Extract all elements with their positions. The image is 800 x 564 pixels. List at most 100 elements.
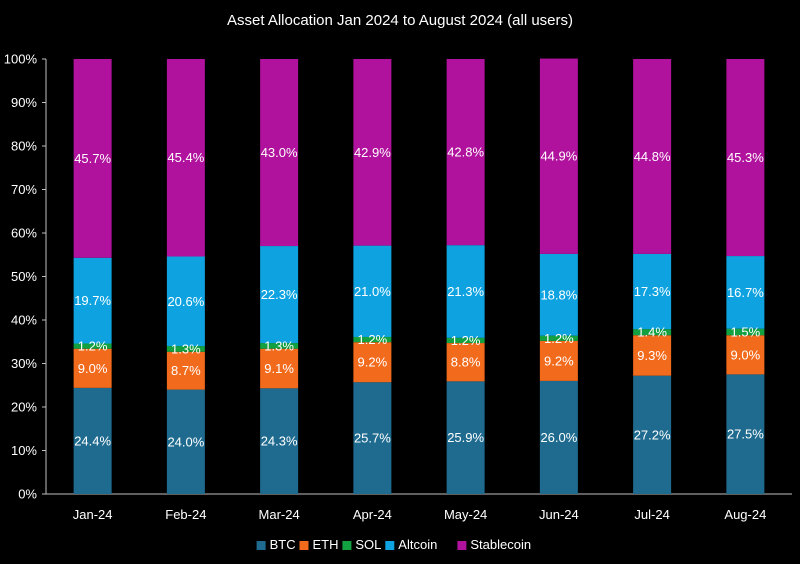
- bar-segment-sol: [539, 335, 578, 341]
- bar-segment-btc: [260, 388, 299, 494]
- legend-swatch-btc: [256, 541, 266, 550]
- x-tick-label: Feb-24: [165, 507, 206, 522]
- bars: [73, 58, 765, 494]
- data-label-btc: 25.7%: [354, 431, 391, 446]
- data-label-sol: 1.4%: [637, 325, 667, 340]
- legend-swatch-altcoin: [385, 541, 395, 550]
- bar-segment-stablecoin: [353, 59, 392, 246]
- bar-segment-sol: [73, 343, 112, 349]
- data-label-sol: 1.3%: [171, 341, 201, 356]
- x-tick-label: Apr-24: [353, 507, 392, 522]
- bar-segment-eth: [73, 348, 112, 388]
- data-label-eth: 9.0%: [731, 347, 761, 362]
- data-label-eth: 9.2%: [358, 355, 388, 370]
- legend-label-eth: ETH: [313, 537, 339, 552]
- data-label-altcoin: 22.3%: [261, 287, 298, 302]
- data-label-eth: 9.0%: [78, 361, 108, 376]
- bar-segment-stablecoin: [446, 59, 485, 246]
- y-tick-label: 40%: [11, 313, 37, 328]
- data-label-eth: 8.7%: [171, 363, 201, 378]
- data-label-altcoin: 19.7%: [74, 293, 111, 308]
- data-label-stablecoin: 44.8%: [634, 149, 671, 164]
- data-label-eth: 8.8%: [451, 355, 481, 370]
- data-label-altcoin: 21.0%: [354, 284, 391, 299]
- data-label-btc: 26.0%: [540, 430, 577, 445]
- bar-segment-stablecoin: [73, 59, 112, 258]
- x-tick-label: Jul-24: [634, 507, 669, 522]
- y-tick-label: 60%: [11, 226, 37, 241]
- data-label-sol: 1.5%: [731, 324, 761, 339]
- data-label-btc: 24.4%: [74, 433, 111, 448]
- data-label-btc: 25.9%: [447, 430, 484, 445]
- bar-segment-stablecoin: [726, 59, 765, 257]
- bar-segment-btc: [353, 382, 392, 494]
- y-tick-label: 20%: [11, 400, 37, 415]
- bar-segment-sol: [633, 329, 672, 336]
- data-label-sol: 1.2%: [451, 333, 481, 348]
- y-tick-label: 10%: [11, 443, 37, 458]
- legend-swatch-eth: [299, 541, 309, 550]
- y-tick-label: 90%: [11, 95, 37, 110]
- data-label-btc: 27.5%: [727, 427, 764, 442]
- y-tick-label: 100%: [4, 52, 38, 67]
- bar-segment-altcoin: [73, 257, 112, 344]
- data-label-altcoin: 17.3%: [634, 284, 671, 299]
- x-tick-label: Aug-24: [724, 507, 766, 522]
- data-label-stablecoin: 45.4%: [167, 150, 204, 165]
- bar-segment-eth: [539, 340, 578, 381]
- legend-label-altcoin: Altcoin: [398, 537, 437, 552]
- chart-title: Asset Allocation Jan 2024 to August 2024…: [227, 12, 573, 29]
- x-tick-label: Jun-24: [539, 507, 579, 522]
- x-tick-label: May-24: [444, 507, 487, 522]
- y-axis: 0% 10% 20% 30% 40% 50% 60% 70% 80% 90% 100%: [4, 52, 47, 502]
- bar-segment-btc: [73, 387, 112, 494]
- bar-segment-sol: [166, 346, 205, 352]
- data-label-btc: 24.0%: [167, 434, 204, 449]
- data-label-altcoin: 16.7%: [727, 285, 764, 300]
- bar-segment-btc: [633, 375, 672, 494]
- x-tick-label: Jan-24: [73, 507, 113, 522]
- data-label-sol: 1.3%: [264, 338, 294, 353]
- bar-segment-altcoin: [260, 246, 299, 344]
- data-label-stablecoin: 42.9%: [354, 145, 391, 160]
- data-label-eth: 9.3%: [637, 348, 667, 363]
- data-label-sol: 1.2%: [358, 332, 388, 347]
- data-label-stablecoin: 45.3%: [727, 150, 764, 165]
- bar-segment-altcoin: [633, 253, 672, 330]
- bar-segment-eth: [353, 342, 392, 383]
- bar-segment-stablecoin: [260, 59, 299, 247]
- y-tick-label: 70%: [11, 182, 37, 197]
- bar-segment-altcoin: [166, 256, 205, 347]
- data-label-altcoin: 20.6%: [167, 294, 204, 309]
- bar-segment-eth: [166, 351, 205, 390]
- bar-segment-stablecoin: [633, 59, 672, 254]
- bar-segment-sol: [446, 337, 485, 344]
- bar-segment-sol: [726, 328, 765, 336]
- data-label-sol: 1.2%: [544, 331, 574, 346]
- bar-segment-eth: [446, 343, 485, 382]
- bar-segment-altcoin: [353, 245, 392, 337]
- legend-swatch-stablecoin: [457, 541, 467, 550]
- bar-segment-eth: [260, 348, 299, 389]
- y-tick-label: 0%: [18, 487, 37, 502]
- data-label-eth: 9.1%: [264, 361, 294, 376]
- data-label-sol: 1.2%: [78, 339, 108, 354]
- data-label-stablecoin: 45.7%: [74, 151, 111, 166]
- legend-label-sol: SOL: [355, 537, 381, 552]
- x-axis: Jan-24 Feb-24 Mar-24 Apr-24 May-24 Jun-24 Jul-…: [46, 493, 792, 522]
- data-label-stablecoin: 42.8%: [447, 145, 484, 160]
- y-tick-label: 30%: [11, 356, 37, 371]
- bar-segment-altcoin: [539, 253, 578, 336]
- data-label-altcoin: 18.8%: [540, 287, 577, 302]
- bar-segment-btc: [539, 380, 578, 494]
- bar-segment-sol: [353, 336, 392, 343]
- data-label-stablecoin: 44.9%: [540, 149, 577, 164]
- bar-segment-eth: [633, 335, 672, 376]
- bar-segment-sol: [260, 343, 299, 349]
- bar-segment-altcoin: [726, 256, 765, 329]
- bar-segment-altcoin: [446, 245, 485, 338]
- data-label-btc: 27.2%: [634, 427, 671, 442]
- y-tick-label: 50%: [11, 269, 37, 284]
- legend: BTC ETH SOL Altcoin Stablecoin: [256, 537, 531, 552]
